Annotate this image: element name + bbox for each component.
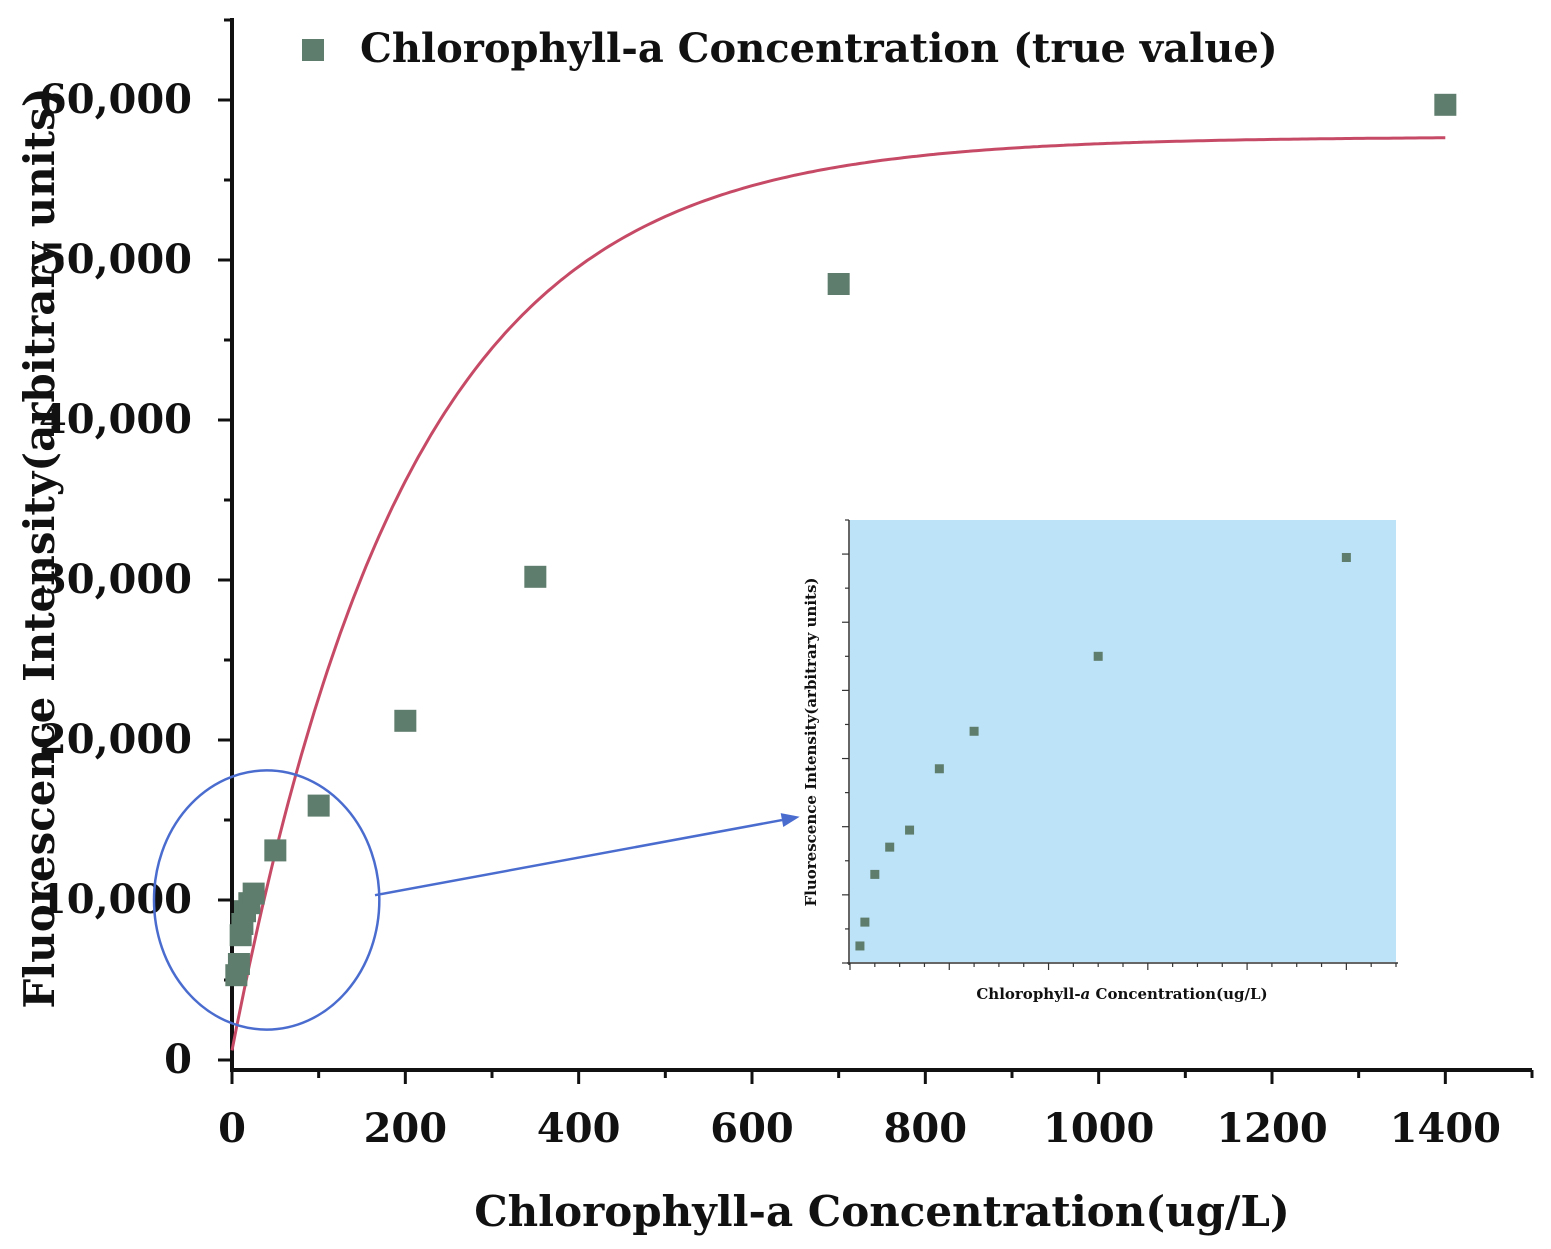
- y-tick-label: 40,000: [39, 396, 192, 443]
- data-point: [827, 273, 850, 295]
- x-ticks: 0 200 400 600 800 1000 1200 1400: [218, 1070, 1534, 1152]
- inset-background: [850, 520, 1396, 962]
- zoom-arrow-head: [780, 813, 800, 827]
- x-tick-label: 400: [537, 1105, 621, 1152]
- legend-marker: [302, 39, 324, 61]
- zoom-circle: [152, 769, 381, 1031]
- x-tick-label: 1400: [1390, 1105, 1501, 1152]
- inset-data-point: [870, 869, 880, 879]
- data-points: [225, 93, 1457, 987]
- x-tick-label: 0: [218, 1105, 246, 1152]
- legend-label: Chlorophyll-a Concentration (true value): [360, 25, 1278, 72]
- fit-curve: [230, 136, 1446, 1051]
- main-plot: 0 200 400 600 800 1000 1200 1400 0 10,000 20,000 3…: [39, 18, 1534, 1152]
- y-tick-label: 60,000: [39, 76, 192, 123]
- inset-data-point: [969, 726, 979, 736]
- x-tick-label: 1200: [1216, 1105, 1327, 1152]
- inset-y-axis-title: Fluorescence Intensity(arbitrary units): [802, 578, 820, 907]
- inset-ticks: [842, 519, 1397, 970]
- inset-data-point: [1093, 651, 1103, 661]
- inset-data-point: [1341, 552, 1351, 562]
- data-point: [524, 565, 547, 588]
- inset-data-point: [860, 917, 870, 927]
- y-tick-label: 20,000: [39, 716, 192, 763]
- inset-data-point: [855, 941, 865, 951]
- data-point: [1434, 93, 1457, 116]
- inset-data-point: [934, 764, 944, 774]
- data-point: [307, 794, 330, 817]
- data-point: [264, 839, 287, 862]
- legend: Chlorophyll-a Concentration (true value): [302, 25, 1278, 72]
- x-tick-label: 200: [364, 1105, 448, 1152]
- inset-data-points: [855, 552, 1351, 951]
- inset-x-axis-title: Chlorophyll-a Concentration(ug/L): [976, 985, 1267, 1003]
- data-point: [242, 882, 265, 905]
- x-tick-label: 800: [884, 1105, 968, 1152]
- data-point: [394, 709, 417, 732]
- x-tick-label: 600: [710, 1105, 794, 1152]
- y-tick-label: 50,000: [39, 236, 192, 283]
- y-axis-title: Fluorescence Intensity(arbitrary units): [15, 87, 64, 1008]
- data-point: [227, 953, 250, 975]
- y-tick-label: 10,000: [39, 876, 192, 923]
- y-ticks: 0 10,000 20,000 30,000 40,000 50,000 60,000: [39, 18, 232, 1083]
- inset-data-point: [905, 825, 915, 835]
- y-tick-label: 0: [164, 1036, 192, 1083]
- inset-chart: Chlorophyll-a Concentration(ug/L) Fluore…: [802, 519, 1398, 1003]
- zoom-arrow: [374, 818, 783, 897]
- x-axis-title: Chlorophyll-a Concentration(ug/L): [474, 1187, 1290, 1236]
- x-tick-label: 1000: [1043, 1105, 1154, 1152]
- inset-data-point: [885, 842, 895, 852]
- y-tick-label: 30,000: [39, 556, 192, 603]
